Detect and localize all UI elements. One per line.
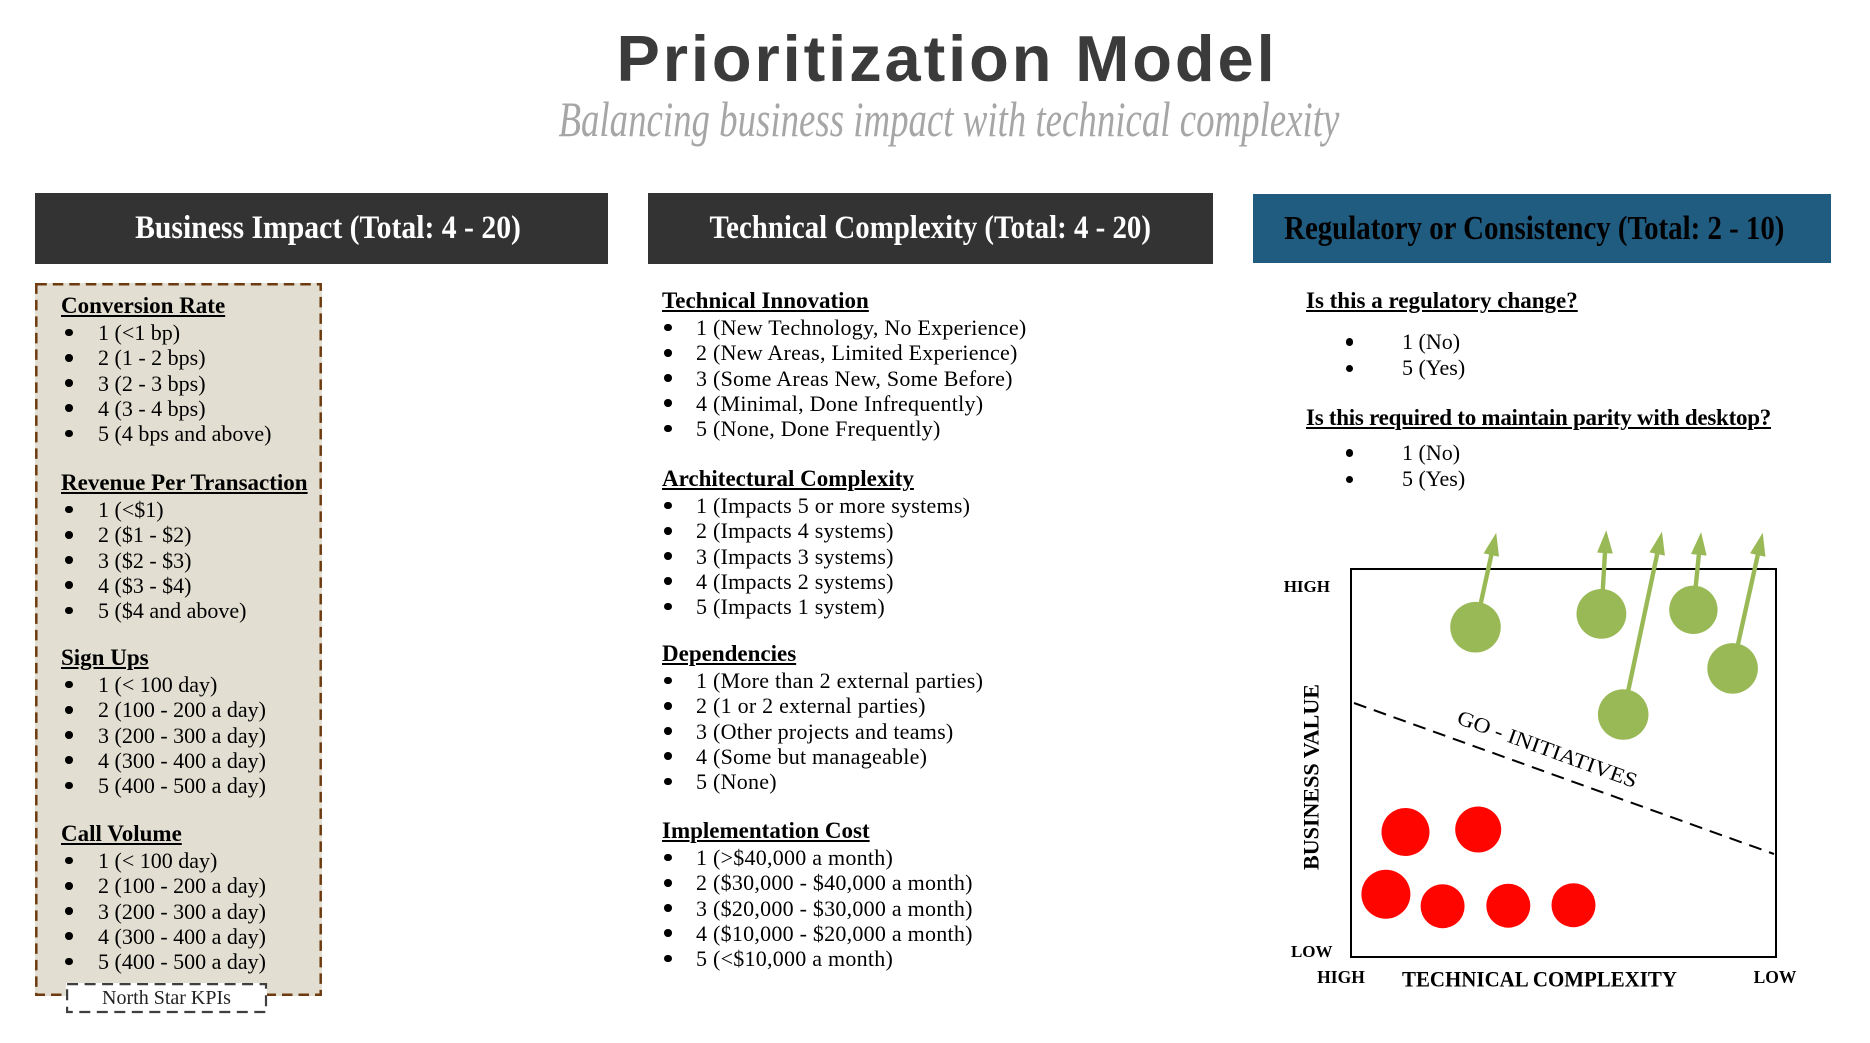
svg-text:LOW: LOW bbox=[1291, 942, 1333, 961]
svg-text:LOW: LOW bbox=[1754, 967, 1797, 987]
svg-text:HIGH: HIGH bbox=[1284, 577, 1330, 596]
svg-text:BUSINESS VALUE: BUSINESS VALUE bbox=[1299, 684, 1324, 870]
svg-text:TECHNICAL COMPLEXITY: TECHNICAL COMPLEXITY bbox=[1402, 967, 1677, 992]
svg-text:HIGH: HIGH bbox=[1317, 967, 1365, 987]
